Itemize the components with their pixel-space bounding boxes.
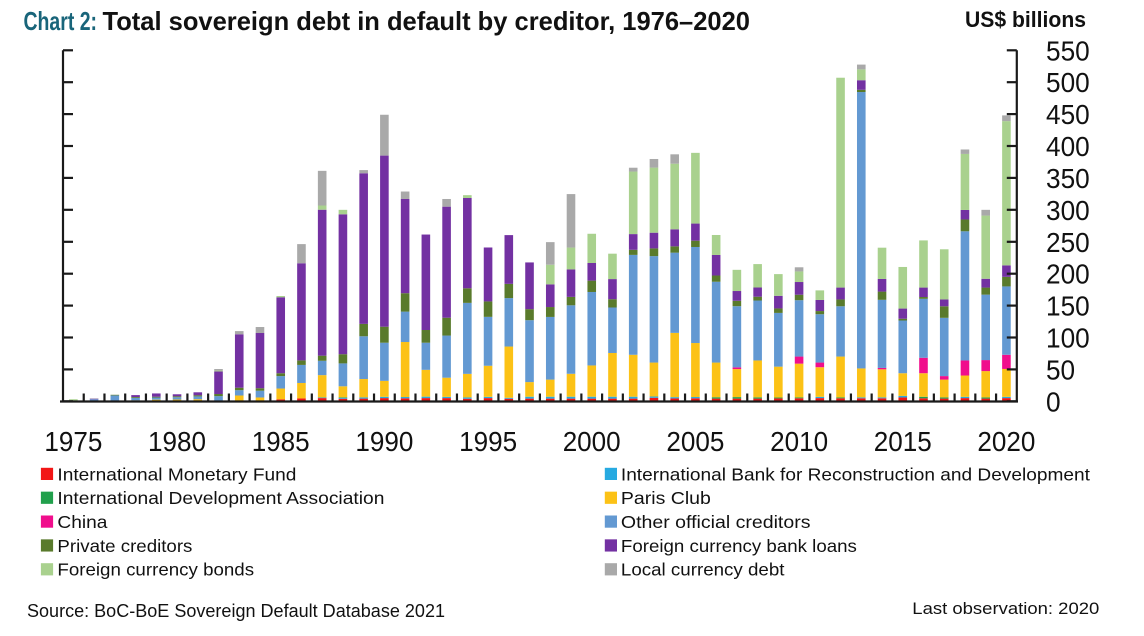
svg-text:500: 500 xyxy=(1046,67,1090,98)
svg-text:International Monetary Fund: International Monetary Fund xyxy=(57,464,296,484)
svg-text:100: 100 xyxy=(1046,323,1090,354)
svg-text:50: 50 xyxy=(1046,354,1075,385)
svg-text:Last observation: 2020: Last observation: 2020 xyxy=(912,599,1099,618)
svg-text:1975: 1975 xyxy=(44,426,102,457)
svg-text:0: 0 xyxy=(1046,386,1061,417)
svg-text:450: 450 xyxy=(1046,99,1090,130)
svg-text:2005: 2005 xyxy=(666,426,724,457)
svg-text:1995: 1995 xyxy=(459,426,517,457)
svg-text:1980: 1980 xyxy=(148,426,206,457)
svg-text:350: 350 xyxy=(1046,163,1090,194)
svg-text:200: 200 xyxy=(1046,259,1090,290)
svg-text:400: 400 xyxy=(1046,131,1090,162)
svg-text:250: 250 xyxy=(1046,227,1090,258)
svg-text:550: 550 xyxy=(1046,35,1090,66)
svg-text:2015: 2015 xyxy=(874,426,932,457)
svg-text:2010: 2010 xyxy=(770,426,828,457)
svg-text:US$ billions: US$ billions xyxy=(965,7,1086,32)
svg-text:China: China xyxy=(57,512,107,532)
svg-text:Private creditors: Private creditors xyxy=(57,536,192,556)
svg-text:1985: 1985 xyxy=(252,426,310,457)
svg-text:150: 150 xyxy=(1046,291,1090,322)
svg-text:Chart 2:Total sovereign debt i: Chart 2:Total sovereign debt in default … xyxy=(24,6,751,36)
svg-text:Other official creditors: Other official creditors xyxy=(621,512,811,532)
svg-text:International Bank for Reconst: International Bank for Reconstruction an… xyxy=(621,464,1090,484)
svg-text:2020: 2020 xyxy=(977,426,1035,457)
svg-text:Foreign currency bonds: Foreign currency bonds xyxy=(57,560,254,580)
svg-text:300: 300 xyxy=(1046,195,1090,226)
svg-text:1990: 1990 xyxy=(355,426,413,457)
svg-text:Foreign currency bank loans: Foreign currency bank loans xyxy=(621,536,857,556)
svg-text:Source: BoC-BoE Sovereign Defa: Source: BoC-BoE Sovereign Default Databa… xyxy=(27,600,445,621)
svg-text:International Development Asso: International Development Association xyxy=(57,488,384,508)
svg-text:Local currency debt: Local currency debt xyxy=(621,560,785,580)
svg-text:2000: 2000 xyxy=(563,426,621,457)
svg-text:Paris Club: Paris Club xyxy=(621,488,711,508)
